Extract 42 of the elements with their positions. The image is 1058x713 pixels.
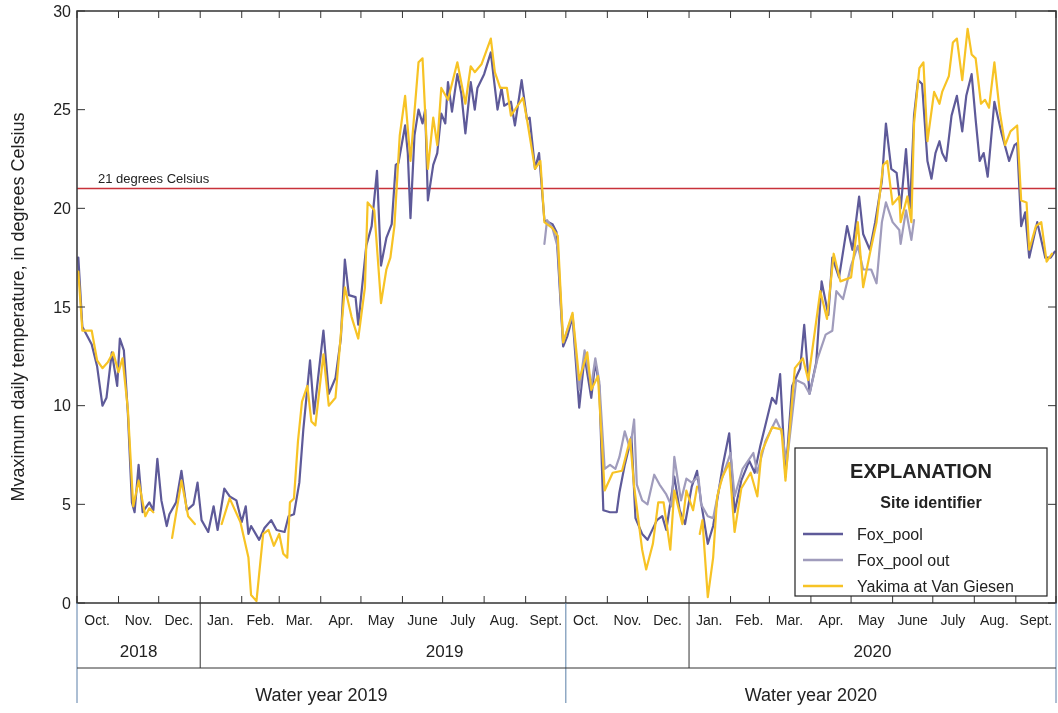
y-tick-label: 25: [53, 101, 72, 119]
x-tick-label: June: [897, 612, 929, 628]
y-tick-label: 5: [62, 495, 72, 513]
x-tick-label: Aug.: [979, 612, 1009, 628]
x-tick-label: Apr.: [818, 612, 844, 628]
legend-label: Fox_pool: [857, 525, 923, 544]
legend-title: EXPLANATION Site identifier: [850, 460, 992, 511]
x-tick-label: July: [450, 612, 476, 628]
x-tick-label: Mar.: [775, 612, 804, 628]
x-tick-label: May: [857, 612, 885, 628]
x-tick-label: Nov.: [124, 612, 153, 628]
y-axis-title: Mvaximum daily temperature, in degrees Celsius: [8, 112, 28, 502]
text: 2019: [425, 642, 464, 661]
x-tick-label: Jan.: [695, 612, 723, 628]
x-tick-label: Sept.: [529, 612, 563, 628]
legend-label: Fox_pool out: [857, 551, 951, 570]
x-tick-label: Feb.: [246, 612, 275, 628]
text: Water year 2020: [744, 685, 878, 705]
x-tick-label: Dec.: [653, 612, 683, 628]
y-tick-label: 0: [62, 594, 72, 612]
x-tick-label: Apr.: [328, 612, 354, 628]
x-tick-label: Mar.: [285, 612, 313, 628]
x-tick-label: July: [940, 612, 966, 628]
x-tick-label: Oct.: [573, 612, 599, 628]
x-tick-label: Feb.: [735, 612, 764, 628]
y-tick-label: 20: [53, 199, 72, 217]
text: Water year 2019: [255, 685, 388, 705]
x-tick-label: Sept.: [1019, 612, 1053, 628]
text: 2020: [853, 642, 892, 661]
x-tick-label: Dec.: [164, 612, 194, 628]
y-tick-label: 30: [53, 2, 72, 20]
x-tick-label: June: [407, 612, 438, 628]
x-tick-label: Nov.: [613, 612, 642, 628]
y-tick-label: 15: [53, 298, 72, 316]
x-tick-label: Aug.: [489, 612, 519, 628]
y-tick-label: 10: [53, 397, 72, 415]
x-tick-label: Oct.: [84, 612, 110, 628]
legend-label: Yakima at Van Giesen: [857, 577, 1014, 595]
text: 2018: [119, 642, 158, 661]
x-tick-label: May: [367, 612, 395, 628]
x-tick-label: Jan.: [207, 612, 234, 628]
ref-line-label: 21 degrees Celsius: [98, 170, 210, 186]
